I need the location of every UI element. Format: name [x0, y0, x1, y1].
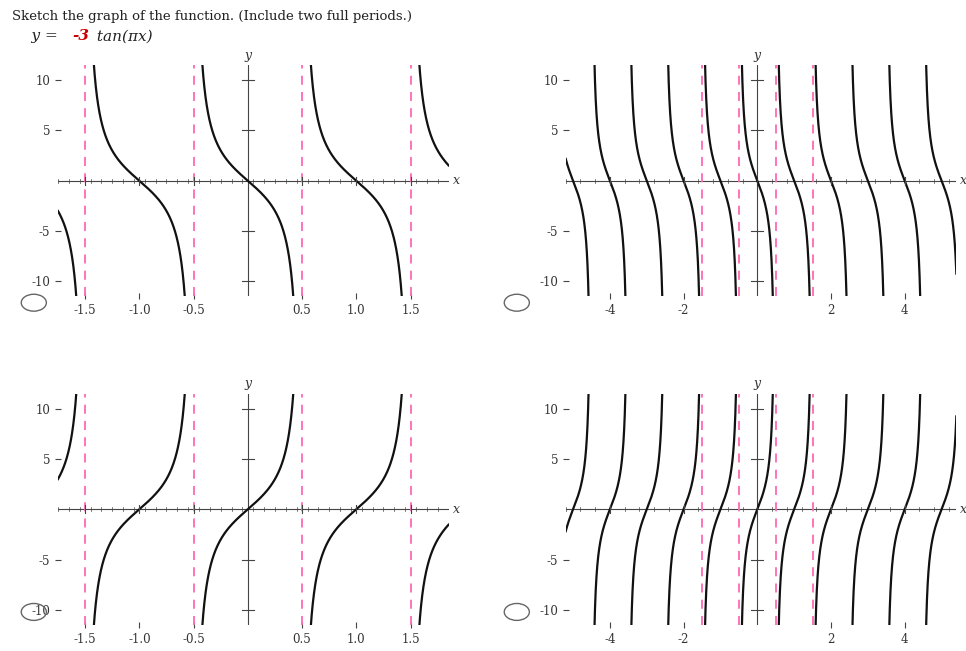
Text: tan(πx): tan(πx) [92, 29, 153, 44]
Text: y: y [244, 377, 251, 390]
Text: y =: y = [12, 29, 62, 44]
Text: x: x [453, 503, 460, 516]
Text: x: x [960, 503, 966, 516]
Text: x: x [960, 174, 966, 187]
Text: y: y [753, 377, 761, 390]
Text: x: x [453, 174, 460, 187]
Text: y: y [244, 49, 251, 62]
Text: -3: -3 [72, 29, 90, 44]
Text: Sketch the graph of the function. (Include two full periods.): Sketch the graph of the function. (Inclu… [12, 10, 412, 23]
Text: y: y [753, 49, 761, 62]
